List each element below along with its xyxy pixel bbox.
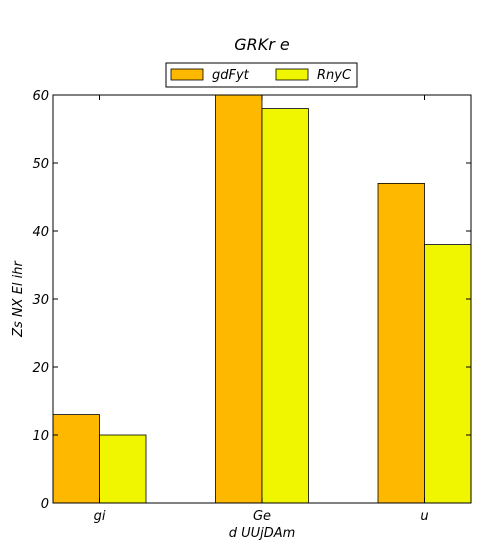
y-axis-label: Zs NX El ihr bbox=[11, 259, 26, 337]
legend-swatch-RnyC bbox=[275, 68, 309, 81]
y-tick-label: 10 bbox=[32, 429, 49, 444]
x-axis-ticks: gi Ge u bbox=[94, 95, 429, 524]
x-tick-label: gi bbox=[94, 509, 106, 524]
plot-area-frame bbox=[52, 94, 472, 504]
bar-RnyC-Ge bbox=[261, 108, 309, 504]
chart-title: GRKr e bbox=[234, 35, 290, 54]
y-tick-label: 40 bbox=[32, 225, 49, 240]
bars-group bbox=[52, 94, 472, 504]
legend-label-gdFyt: gdFyt bbox=[212, 68, 250, 83]
legend-label-RnyC: RnyC bbox=[317, 68, 352, 83]
y-axis-ticks: 0 10 20 30 40 50 60 bbox=[32, 89, 471, 512]
y-tick-label: 20 bbox=[32, 361, 49, 376]
bar-RnyC-u bbox=[424, 244, 472, 504]
x-tick-label: u bbox=[420, 509, 428, 524]
legend: gdFyt RnyC bbox=[165, 62, 358, 88]
bar-gdFyt-gi bbox=[52, 414, 100, 504]
y-tick-label: 60 bbox=[32, 89, 49, 104]
legend-swatch-gdFyt bbox=[170, 68, 204, 81]
x-tick-label: Ge bbox=[253, 509, 271, 524]
bar-gdFyt-Ge bbox=[215, 94, 263, 504]
y-tick-label: 0 bbox=[41, 497, 49, 512]
y-tick-label: 30 bbox=[32, 293, 49, 308]
bar-RnyC-gi bbox=[99, 434, 147, 504]
bar-gdFyt-u bbox=[377, 182, 425, 504]
y-tick-label: 50 bbox=[32, 157, 49, 172]
x-axis-label: d UUjDAm bbox=[229, 526, 296, 541]
